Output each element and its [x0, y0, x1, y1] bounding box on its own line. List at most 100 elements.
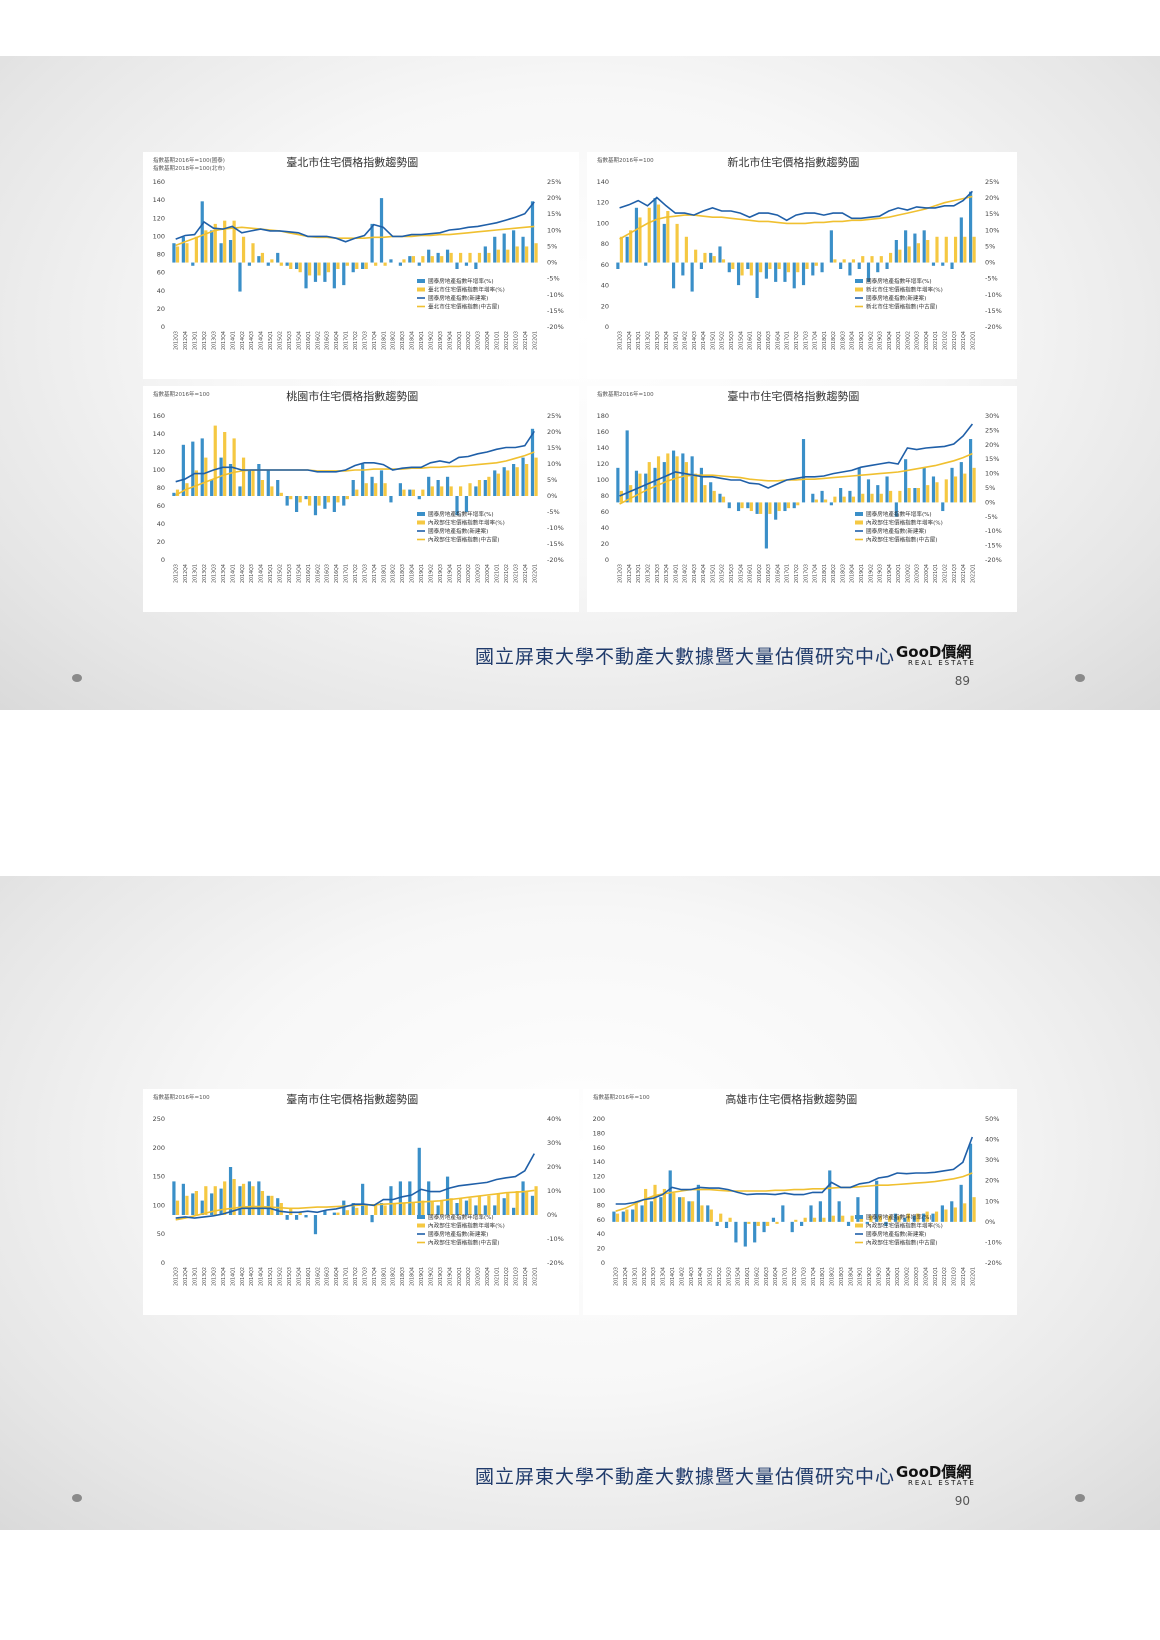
x-tick: 2014Q3 [692, 564, 698, 583]
bar-blue [884, 1221, 888, 1226]
x-tick: 2014Q4 [259, 564, 265, 583]
legend-entry: 內政部住宅價格指數年增率(%) [428, 1222, 505, 1230]
footer-institution: 國立屏東大學不動產大數據暨大量估價研究中心 [474, 1466, 895, 1488]
bar-yellow [805, 262, 809, 269]
x-tick: 2015Q4 [296, 1267, 302, 1286]
bar-yellow [194, 236, 198, 263]
chart-svg-taoyuan: 指數基期2016年=100 桃園市住宅價格指數趨勢圖 0 20 40 60 80 100 120… [153, 389, 564, 583]
x-tick: 2019Q1 [859, 331, 865, 350]
x-tick: 2019Q2 [868, 564, 874, 583]
bar-blue [950, 467, 954, 503]
bar-yellow [204, 457, 208, 496]
x-tick: 2020Q3 [476, 331, 482, 350]
bar-yellow [308, 496, 312, 506]
bar-yellow [870, 493, 874, 503]
bar-blue [940, 1205, 944, 1222]
bar-blue [464, 496, 469, 512]
y-left-tick: 100 [153, 466, 165, 474]
y-left-tick: 200 [153, 1144, 165, 1152]
bar-blue [866, 479, 871, 503]
bar-blue [219, 243, 223, 263]
x-tick: 2016Q3 [766, 564, 772, 583]
x-tick: 2016Q4 [334, 331, 340, 350]
bar-yellow [223, 220, 227, 263]
bar-blue [417, 496, 421, 500]
y-right-tick: -5% [985, 513, 998, 521]
line-blue [175, 430, 535, 483]
bar-blue [950, 262, 954, 269]
y-right-tick: 15% [547, 210, 561, 218]
bar-yellow [213, 425, 217, 496]
bar-blue [313, 262, 318, 282]
y-right-tick: 5% [985, 484, 995, 492]
bar-blue [734, 1221, 738, 1243]
x-tick: 2016Q1 [306, 331, 312, 350]
y-right-tick: 25% [547, 412, 561, 420]
bar-yellow [241, 236, 246, 263]
bar-blue [792, 502, 796, 509]
x-tick: 2020Q4 [924, 564, 930, 583]
x-tick: 2018Q3 [840, 331, 846, 350]
y-left-tick: 50 [157, 1230, 165, 1238]
bar-blue [181, 444, 185, 496]
x-tick: 2020Q2 [466, 1267, 472, 1286]
bar-blue [266, 262, 270, 266]
legend-swatch [855, 287, 863, 292]
legend-entry: 內政部住宅價格指數(中古屋) [428, 536, 500, 544]
bar-blue [474, 1205, 478, 1215]
x-tick: 2021Q1 [933, 1267, 939, 1286]
y-left-tick: 80 [601, 492, 609, 500]
bar-yellow [831, 1215, 835, 1222]
x-tick: 2017Q4 [811, 1267, 817, 1286]
bar-blue [894, 240, 898, 263]
x-tick: 2013Q4 [664, 564, 670, 583]
bar-blue [408, 489, 412, 496]
y-left-tick: 150 [153, 1173, 165, 1181]
bar-yellow [496, 473, 500, 496]
x-tick: 2016Q2 [757, 564, 763, 583]
x-tick: 2016Q3 [764, 1267, 770, 1286]
x-tick: 2013Q1 [632, 1267, 638, 1286]
x-tick: 2013Q2 [642, 1267, 648, 1286]
x-tick: 2019Q3 [876, 1267, 882, 1286]
x-tick: 2018Q2 [831, 331, 837, 350]
bar-yellow [260, 480, 265, 496]
x-tick: 2018Q4 [848, 1267, 854, 1286]
bar-yellow [759, 502, 763, 514]
bar-blue [408, 256, 412, 263]
bar-blue [671, 450, 676, 503]
chart-newtaipei: 指數基期2016年=100 新北市住宅價格指數趨勢圖 0 20 40 60 80 100 120… [587, 152, 1017, 379]
x-tick: 2013Q4 [221, 331, 227, 350]
bar-yellow [317, 262, 321, 276]
y-left-tick: 40 [157, 520, 165, 528]
bar-yellow [260, 1191, 265, 1215]
y-right-tick: -20% [985, 323, 1002, 331]
bar-blue [811, 262, 815, 276]
bar-blue [464, 1200, 469, 1215]
bar-yellow [777, 262, 781, 269]
page-number: 90 [954, 1494, 970, 1508]
bar-blue [294, 1215, 299, 1220]
x-tick: 2017Q4 [813, 564, 819, 583]
x-tick: 2015Q1 [268, 564, 274, 583]
line-yellow [175, 451, 535, 496]
x-tick: 2015Q1 [710, 564, 716, 583]
x-tick: 2013Q1 [193, 564, 199, 583]
bar-blue [313, 496, 318, 516]
bar-blue [313, 1215, 318, 1235]
x-tick: 2019Q3 [438, 331, 444, 350]
bar-blue [621, 1211, 625, 1222]
bar-blue [781, 1205, 785, 1222]
legend-entry: 內政部住宅價格指數年增率(%) [866, 519, 943, 527]
bar-blue [351, 262, 355, 273]
bar-blue [332, 262, 336, 289]
y-right-tick: 50% [985, 1115, 999, 1123]
bar-blue [342, 262, 346, 286]
x-tick: 2019Q2 [867, 1267, 873, 1286]
y-left-tick: 140 [153, 196, 165, 204]
bar-yellow [298, 1212, 302, 1215]
x-tick: 2020Q4 [485, 564, 491, 583]
bar-blue [922, 467, 926, 503]
line-blue [175, 201, 535, 243]
y-left-tick: 140 [593, 1158, 605, 1166]
